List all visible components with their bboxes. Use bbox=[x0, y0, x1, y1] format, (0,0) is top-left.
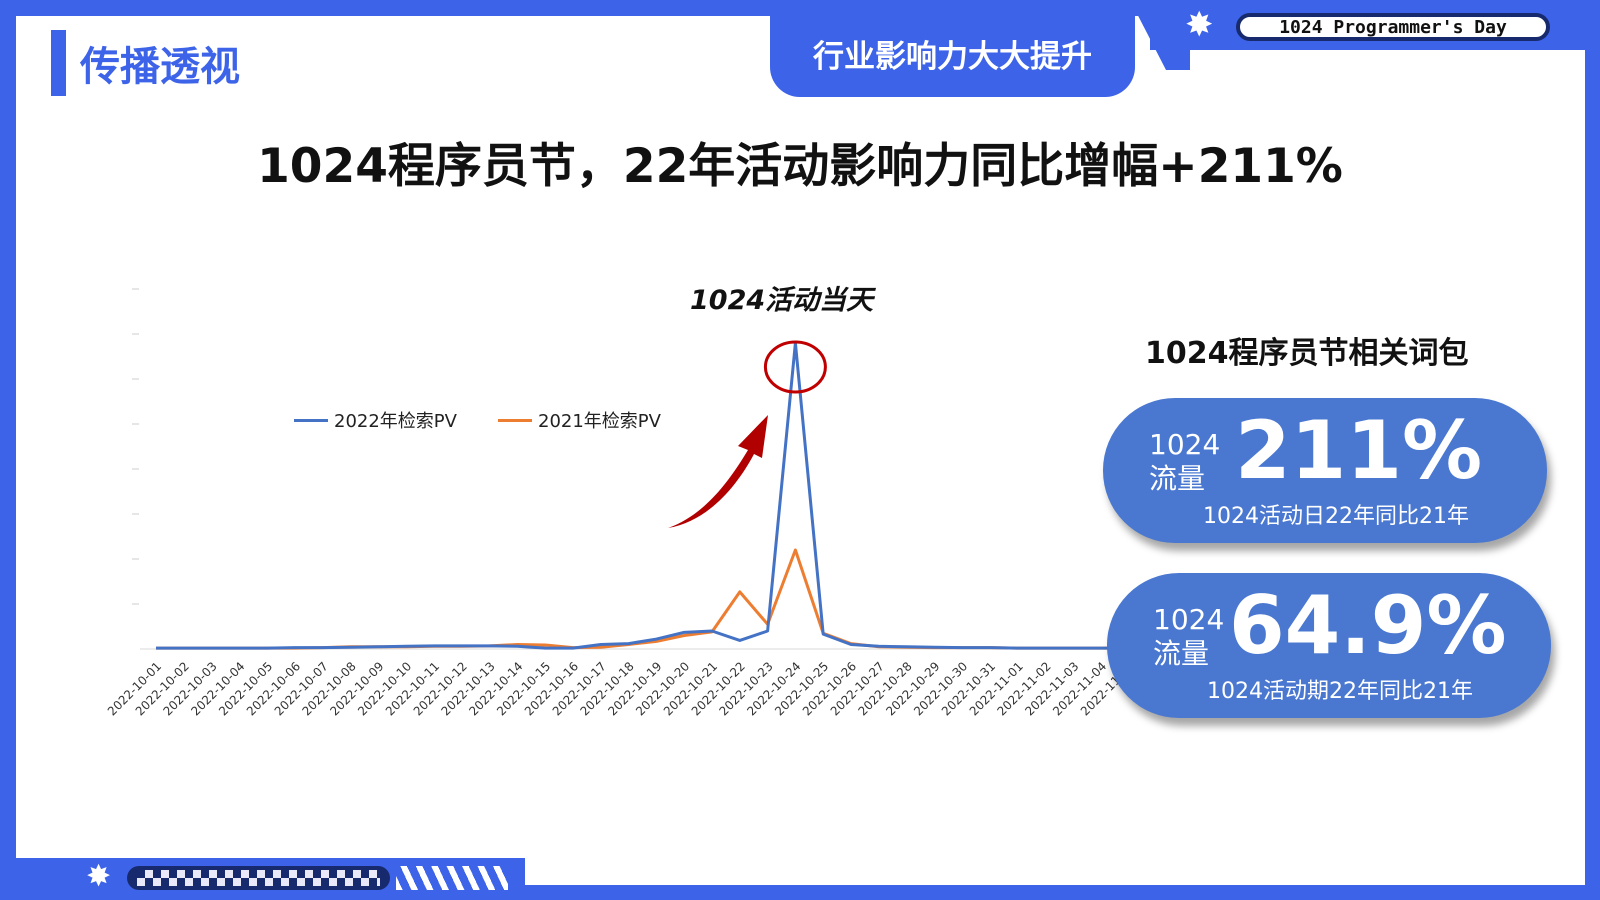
red-arrow-icon bbox=[668, 415, 768, 528]
section-bar bbox=[51, 30, 66, 96]
kpi-card-day: 1024 流量 211% 1024活动日22年同比21年 bbox=[1103, 398, 1547, 543]
main-title: 1024程序员节，22年活动影响力同比增幅+211% bbox=[257, 139, 1343, 194]
header-tag: 行业影响力大大提升 bbox=[770, 10, 1135, 97]
section-title: 传播透视 bbox=[80, 44, 240, 90]
kpi-card-period: 1024 流量 64.9% 1024活动期22年同比21年 bbox=[1107, 573, 1551, 718]
kpi-label: 1024 流量 bbox=[1153, 603, 1225, 670]
kpi-label: 1024 流量 bbox=[1149, 428, 1221, 495]
slash-decoration bbox=[396, 866, 508, 890]
star-icon: ✸ bbox=[1185, 5, 1214, 45]
checker-decoration bbox=[127, 866, 390, 890]
legend-swatch bbox=[498, 418, 532, 422]
legend-swatch bbox=[294, 418, 328, 422]
series-line bbox=[156, 548, 1129, 650]
legend-item-2022: 2022年检索PV bbox=[294, 407, 457, 433]
slide-panel-bottom bbox=[525, 840, 1585, 885]
peak-highlight-circle bbox=[763, 340, 827, 394]
legend-item-2021: 2021年检索PV bbox=[498, 407, 661, 433]
star-icon: ✸ bbox=[86, 859, 112, 894]
kpi-caption: 1024活动期22年同比21年 bbox=[1207, 679, 1473, 704]
chart-title: 1024活动当天 bbox=[690, 285, 874, 316]
series-line bbox=[156, 341, 1129, 650]
keywords-heading: 1024程序员节相关词包 bbox=[1145, 336, 1469, 371]
kpi-value: 211% bbox=[1235, 404, 1483, 497]
programmers-day-badge: 1024 Programmer's Day bbox=[1236, 13, 1550, 41]
kpi-caption: 1024活动日22年同比21年 bbox=[1203, 504, 1469, 529]
kpi-value: 64.9% bbox=[1229, 579, 1507, 672]
legend-label: 2021年检索PV bbox=[538, 411, 661, 432]
legend-label: 2022年检索PV bbox=[334, 411, 457, 432]
